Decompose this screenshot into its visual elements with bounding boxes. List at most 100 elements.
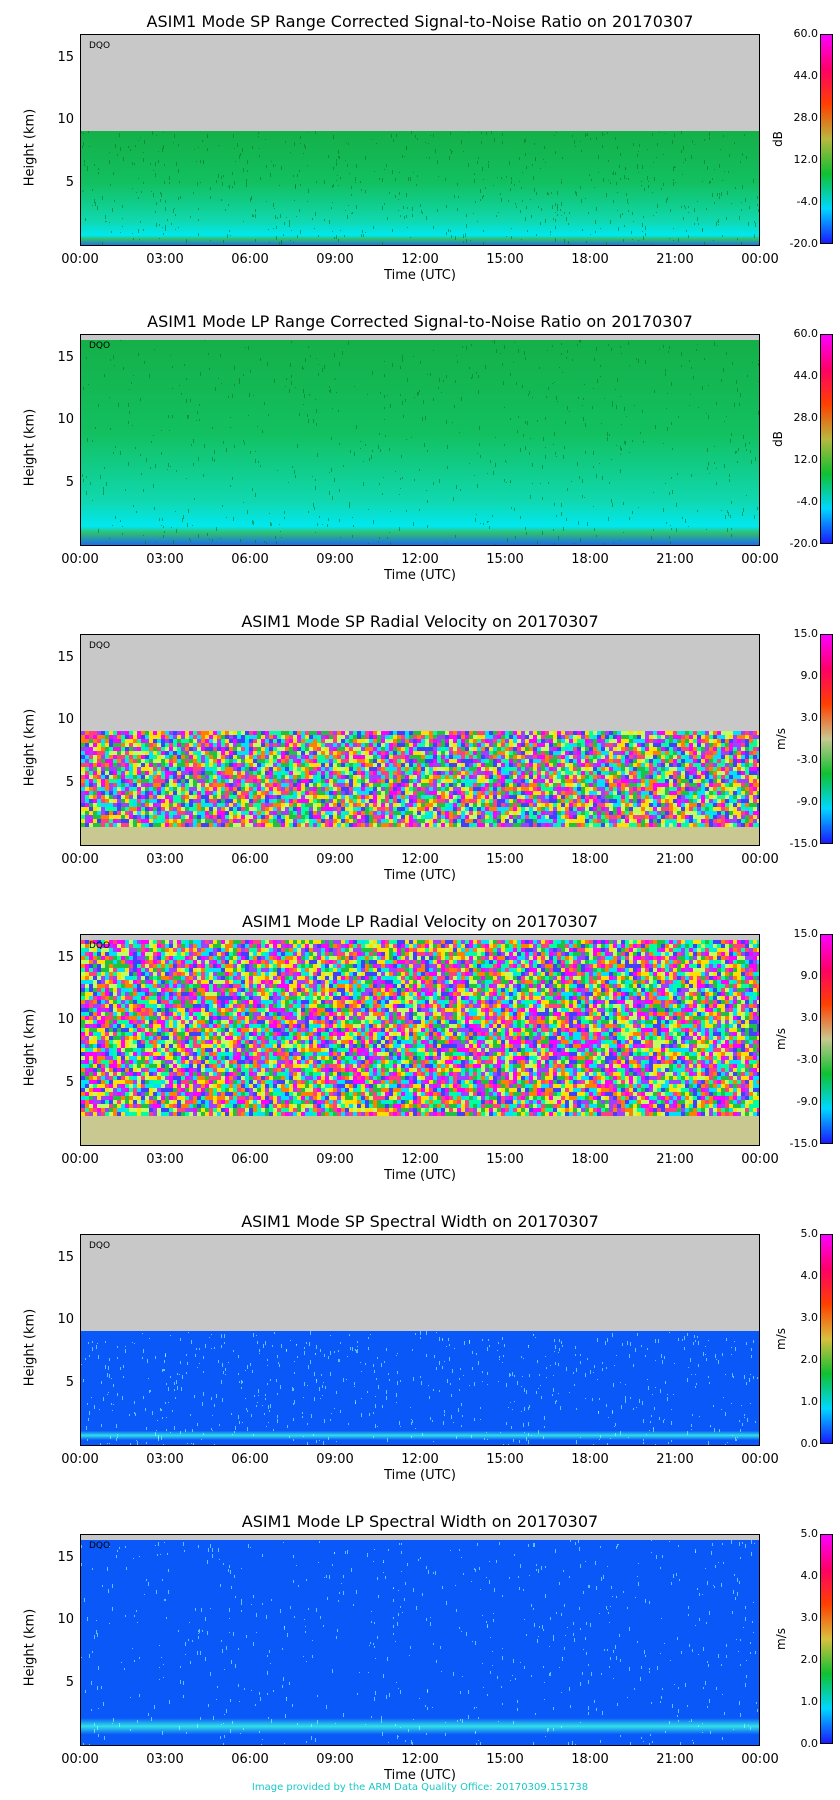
colorbar — [820, 34, 833, 244]
x-tick-label: 00:00 — [61, 852, 99, 867]
x-tick-label: 06:00 — [231, 1452, 269, 1467]
x-axis-label: Time (UTC) — [384, 1768, 456, 1783]
colorbar-tick-label: 3.0 — [800, 1311, 819, 1324]
data-texture — [81, 939, 759, 1145]
x-tick-label: 21:00 — [656, 1752, 694, 1767]
colorbar-tick-label: 4.0 — [800, 1569, 819, 1582]
colorbar-tick-label: 44.0 — [793, 369, 819, 382]
y-tick-label: 10 — [57, 1012, 74, 1028]
chart-panel: ASIM1 Mode LP Spectral Width on 20170307… — [0, 1500, 840, 1800]
chart-panel: ASIM1 Mode LP Radial Velocity on 2017030… — [0, 900, 840, 1200]
x-tick-label: 00:00 — [61, 552, 99, 567]
data-texture — [81, 1539, 758, 1745]
colorbar-tick-label: 9.0 — [800, 969, 819, 982]
x-tick-label: 00:00 — [61, 1752, 99, 1767]
x-axis-label: Time (UTC) — [384, 268, 456, 283]
x-tick-label: 18:00 — [571, 552, 609, 567]
y-tick-label: 5 — [65, 174, 74, 190]
x-tick-label: 12:00 — [401, 852, 439, 867]
colorbar-tick-label: -20.0 — [789, 537, 818, 550]
x-tick-label: 15:00 — [486, 1752, 524, 1767]
plot-area: DQO — [80, 934, 760, 1146]
plot-area: DQO — [80, 34, 760, 246]
x-tick-label: 00:00 — [741, 552, 779, 567]
colorbar-tick-label: 5.0 — [800, 1227, 819, 1240]
y-tick-label: 10 — [57, 1312, 74, 1328]
colorbar-tick-label: -9.0 — [796, 1095, 818, 1108]
dqo-tag: DQO — [89, 1241, 111, 1251]
colorbar — [820, 634, 833, 844]
y-axis-label: Height (km) — [22, 708, 38, 787]
x-tick-label: 12:00 — [401, 1152, 439, 1167]
x-tick-label: 03:00 — [146, 252, 184, 267]
colorbar-tick-label: 3.0 — [800, 1611, 819, 1624]
y-axis-label: Height (km) — [22, 1608, 38, 1687]
dqo-tag: DQO — [89, 641, 111, 651]
missing-data-region — [81, 1235, 759, 1332]
x-tick-label: 00:00 — [741, 1152, 779, 1167]
x-tick-label: 06:00 — [231, 1752, 269, 1767]
x-tick-label: 21:00 — [656, 552, 694, 567]
y-tick-label: 15 — [57, 1549, 74, 1565]
footer-credit: Image provided by the ARM Data Quality O… — [251, 1782, 589, 1793]
plot-area: DQO — [80, 1534, 760, 1746]
x-tick-label: 18:00 — [571, 1152, 609, 1167]
colorbar-tick-label: 5.0 — [800, 1527, 819, 1540]
x-tick-label: 06:00 — [231, 1152, 269, 1167]
missing-data-region — [81, 35, 759, 132]
x-tick-label: 09:00 — [316, 552, 354, 567]
y-tick-label: 10 — [57, 412, 74, 428]
x-tick-label: 00:00 — [61, 1152, 99, 1167]
y-tick-label: 10 — [57, 712, 74, 728]
x-tick-label: 09:00 — [316, 852, 354, 867]
colorbar-unit-label: dB — [770, 131, 785, 147]
y-tick-label: 5 — [65, 774, 74, 790]
x-tick-label: 09:00 — [316, 1452, 354, 1467]
colorbar-tick-label: -3.0 — [796, 1053, 818, 1066]
colorbar-tick-label: 9.0 — [800, 669, 819, 682]
chart-title: ASIM1 Mode SP Spectral Width on 20170307 — [241, 1212, 599, 1231]
y-axis-label: Height (km) — [22, 408, 38, 487]
colorbar-tick-label: 2.0 — [800, 1353, 819, 1366]
plot-area: DQO — [80, 334, 760, 546]
colorbar-unit-label: m/s — [773, 728, 788, 750]
data-texture — [82, 339, 759, 545]
colorbar — [820, 334, 833, 544]
colorbar — [820, 934, 833, 1144]
colorbar-tick-label: 3.0 — [800, 711, 819, 724]
x-tick-label: 03:00 — [146, 1452, 184, 1467]
plot-area: DQO — [80, 1234, 760, 1446]
colorbar-tick-label: 15.0 — [793, 627, 819, 640]
colorbar-tick-label: 2.0 — [800, 1653, 819, 1666]
x-axis-label: Time (UTC) — [384, 868, 456, 883]
chart-panel: ASIM1 Mode LP Range Corrected Signal-to-… — [0, 300, 840, 600]
x-tick-label: 15:00 — [486, 1152, 524, 1167]
x-tick-label: 00:00 — [741, 852, 779, 867]
chart-panel: ASIM1 Mode SP Radial Velocity on 2017030… — [0, 600, 840, 900]
colorbar-tick-label: -3.0 — [796, 753, 818, 766]
chart-title: ASIM1 Mode LP Spectral Width on 20170307 — [241, 1512, 599, 1531]
colorbar-tick-label: -20.0 — [789, 237, 818, 250]
colorbar-tick-label: -4.0 — [796, 495, 818, 508]
colorbar-tick-label: 60.0 — [793, 27, 819, 40]
y-tick-label: 15 — [57, 1249, 74, 1265]
y-tick-label: 15 — [57, 649, 74, 665]
colorbar — [820, 1534, 833, 1744]
colorbar-unit-label: m/s — [773, 1328, 788, 1350]
data-texture — [81, 131, 759, 245]
x-tick-label: 00:00 — [741, 1752, 779, 1767]
x-tick-label: 21:00 — [656, 852, 694, 867]
y-axis-label: Height (km) — [22, 1008, 38, 1087]
y-tick-label: 5 — [65, 474, 74, 490]
chart-title: ASIM1 Mode LP Radial Velocity on 2017030… — [241, 912, 599, 931]
colorbar-tick-label: 1.0 — [800, 1395, 819, 1408]
x-tick-label: 06:00 — [231, 552, 269, 567]
colorbar-tick-label: 60.0 — [793, 327, 819, 340]
x-tick-label: 00:00 — [61, 252, 99, 267]
chart-title: ASIM1 Mode SP Radial Velocity on 2017030… — [241, 612, 599, 631]
x-tick-label: 18:00 — [571, 852, 609, 867]
missing-data-region — [81, 935, 759, 940]
y-tick-label: 10 — [57, 1612, 74, 1628]
colorbar-tick-label: 3.0 — [800, 1011, 819, 1024]
colorbar-tick-label: 44.0 — [793, 69, 819, 82]
